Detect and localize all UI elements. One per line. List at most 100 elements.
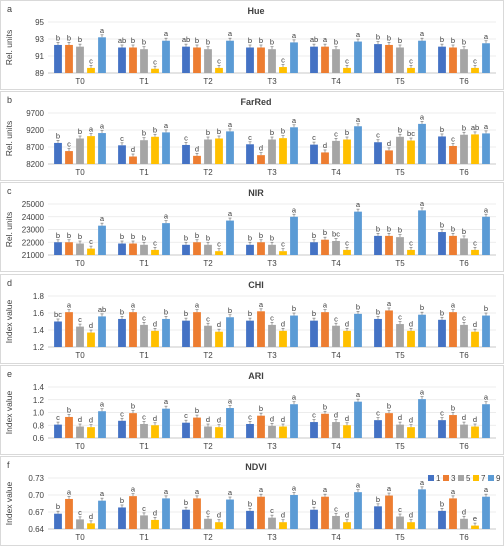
- bar-e-T2-s1: [182, 422, 190, 438]
- bar-b-T5-s1: [374, 142, 382, 164]
- x-tick-label: T1: [139, 442, 149, 451]
- panel-letter: a: [7, 4, 12, 14]
- bar-c-T4-s9: [354, 211, 362, 255]
- x-tick-label: T0: [75, 533, 85, 542]
- bar-a-T5-s9: [418, 40, 426, 73]
- significance-label: a: [164, 212, 169, 221]
- significance-label: c: [206, 314, 210, 323]
- significance-label: b: [248, 36, 252, 45]
- significance-label: a: [420, 29, 425, 38]
- panel-title: Hue: [247, 6, 264, 16]
- legend-swatch: [443, 475, 449, 481]
- significance-label: b: [217, 127, 221, 136]
- significance-label: b: [131, 402, 135, 411]
- bar-d-T0-s5: [76, 326, 84, 347]
- bar-c-T5-s1: [374, 235, 382, 255]
- significance-label: a: [356, 115, 361, 124]
- significance-label: b: [451, 224, 455, 233]
- x-tick-label: T1: [139, 77, 149, 86]
- bar-a-T2-s7: [215, 67, 223, 73]
- bar-d-T3-s3: [257, 311, 265, 347]
- significance-label: c: [345, 238, 349, 247]
- significance-label: d: [334, 411, 338, 420]
- bar-a-T3-s3: [257, 47, 265, 73]
- significance-label: a: [420, 199, 425, 208]
- bar-e-T4-s3: [321, 413, 329, 438]
- legend-swatch: [488, 475, 494, 481]
- significance-label: c: [217, 56, 221, 65]
- significance-label: b: [164, 307, 168, 316]
- significance-label: bc: [407, 129, 415, 138]
- bar-e-T5-s1: [374, 420, 382, 438]
- y-tick-label: 1.6: [33, 309, 45, 318]
- bar-a-T6-s9: [482, 43, 490, 73]
- bar-a-T2-s5: [204, 49, 212, 73]
- x-tick-label: T0: [75, 259, 85, 268]
- bar-b-T2-s7: [215, 138, 223, 164]
- significance-label: c: [281, 56, 285, 65]
- significance-label: b: [195, 36, 199, 45]
- bar-a-T0-s3: [65, 44, 73, 73]
- bar-f-T1-s3: [129, 496, 137, 529]
- significance-label: c: [217, 240, 221, 249]
- significance-label: b: [281, 127, 285, 136]
- bar-e-T4-s7: [343, 425, 351, 438]
- bar-e-T5-s7: [407, 427, 415, 438]
- x-tick-label: T6: [459, 533, 469, 542]
- significance-label: a: [484, 205, 489, 214]
- bar-c-T3-s7: [279, 251, 287, 255]
- bar-a-T5-s7: [407, 67, 415, 73]
- significance-label: c: [56, 413, 60, 422]
- bar-d-T3-s5: [268, 324, 276, 347]
- bar-b-T5-s3: [385, 150, 393, 164]
- bar-d-T6-s3: [449, 312, 457, 347]
- significance-label: a: [164, 397, 169, 406]
- significance-label: d: [131, 145, 135, 154]
- significance-label: b: [206, 233, 210, 242]
- bar-b-T3-s7: [279, 138, 287, 164]
- bar-c-T1-s9: [162, 223, 170, 255]
- bar-a-T4-s9: [354, 41, 362, 73]
- x-tick-label: T6: [459, 259, 469, 268]
- significance-label: a: [292, 31, 297, 40]
- significance-label: b: [56, 231, 60, 240]
- bar-a-T6-s5: [460, 49, 468, 73]
- significance-label: c: [281, 240, 285, 249]
- significance-label: c: [312, 133, 316, 142]
- significance-label: d: [473, 415, 477, 424]
- bar-b-T6-s7: [471, 134, 479, 164]
- x-tick-label: T2: [203, 77, 213, 86]
- significance-label: b: [206, 128, 210, 137]
- bar-b-T2-s3: [193, 155, 201, 164]
- bar-b-T3-s3: [257, 155, 265, 164]
- significance-label: a: [387, 299, 392, 308]
- bar-d-T2-s7: [215, 331, 223, 347]
- significance-label: c: [270, 313, 274, 322]
- significance-label: ab: [98, 305, 106, 314]
- bar-c-T4-s3: [321, 239, 329, 255]
- significance-label: d: [78, 415, 82, 424]
- bar-f-T5-s7: [407, 522, 415, 529]
- x-tick-label: T6: [459, 77, 469, 86]
- significance-label: b: [398, 226, 402, 235]
- bar-d-T5-s7: [407, 330, 415, 347]
- x-tick-label: T3: [267, 442, 277, 451]
- x-tick-label: T6: [459, 351, 469, 360]
- panel-letter: e: [7, 369, 12, 379]
- y-axis-label: Rel. units: [4, 212, 14, 247]
- x-tick-label: T1: [139, 259, 149, 268]
- bar-e-T0-s5: [76, 426, 84, 438]
- x-tick-label: T3: [267, 77, 277, 86]
- significance-label: b: [78, 35, 82, 44]
- bar-c-T4-s5: [332, 240, 340, 255]
- bar-e-T0-s1: [54, 424, 62, 438]
- legend-label: 3: [451, 474, 456, 483]
- bar-f-T4-s7: [343, 522, 351, 529]
- bar-f-T2-s7: [215, 522, 223, 529]
- bar-c-T0-s1: [54, 242, 62, 255]
- significance-label: b: [228, 306, 232, 315]
- legend-label: 1: [436, 474, 441, 483]
- significance-label: c: [451, 134, 455, 143]
- significance-label: bc: [54, 310, 62, 319]
